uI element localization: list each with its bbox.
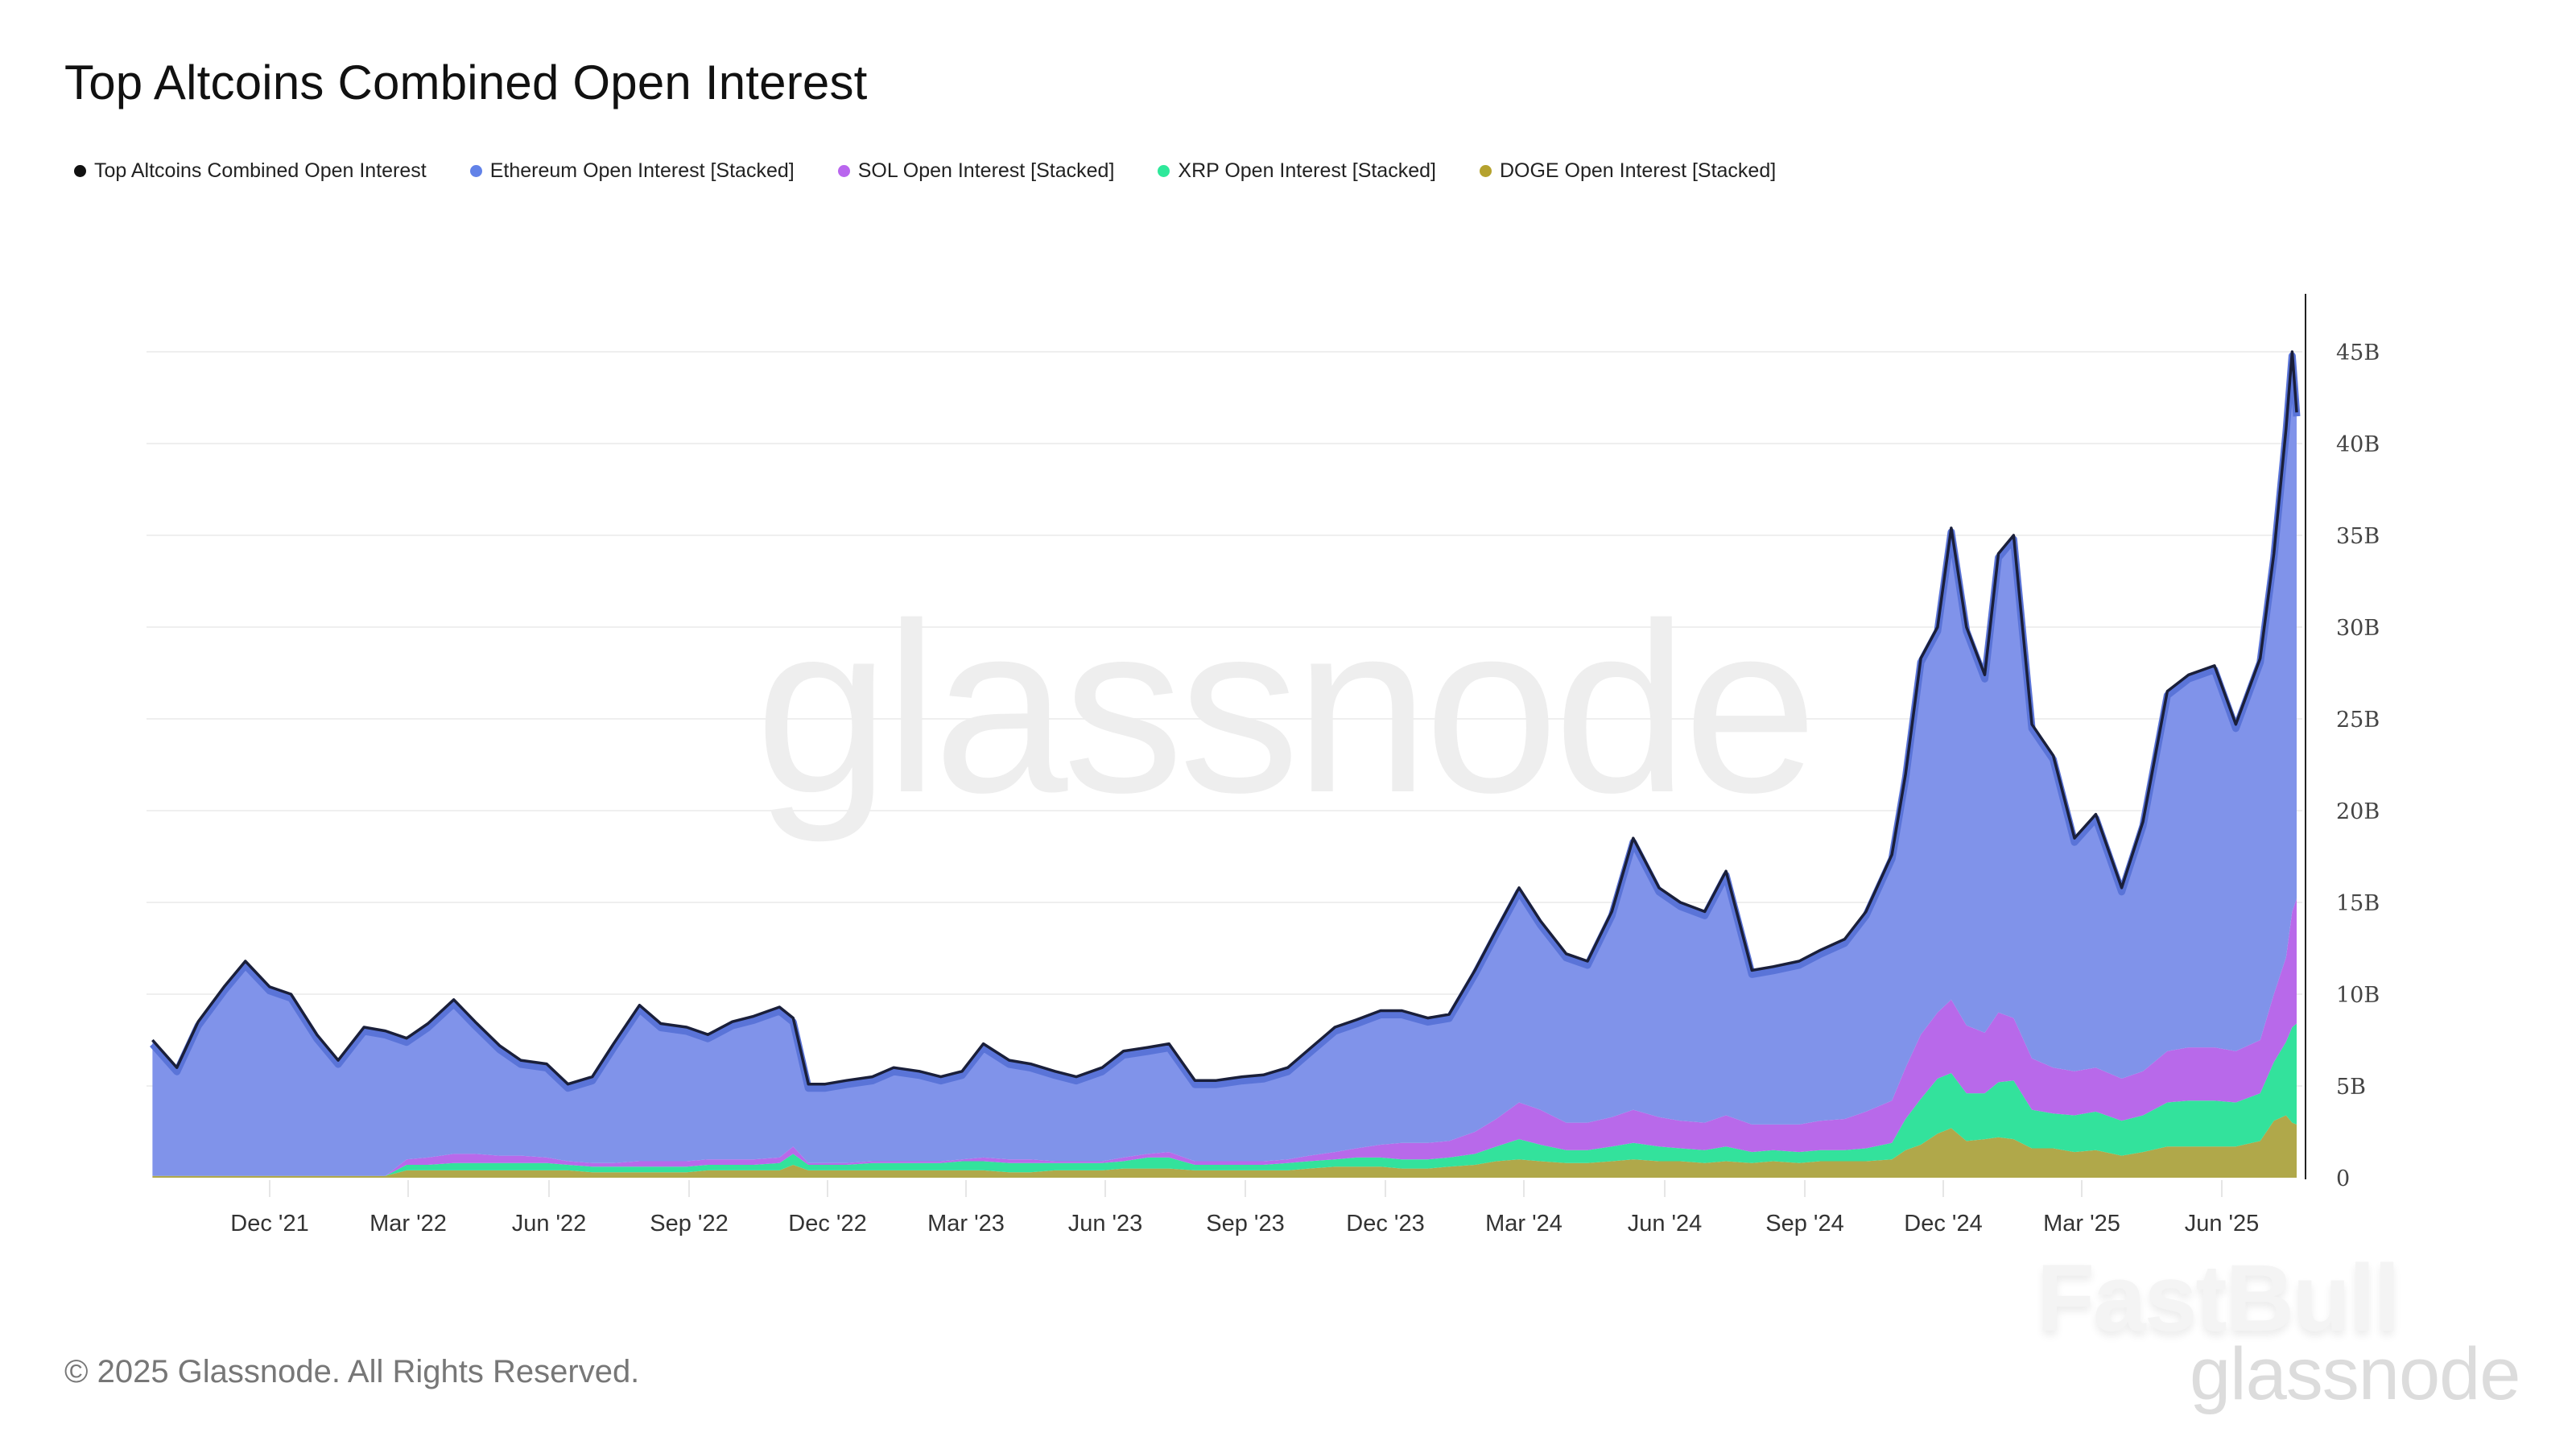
legend-item-sol[interactable]: SOL Open Interest [Stacked]	[837, 159, 1115, 183]
y-tick-label: 30B	[2336, 616, 2380, 641]
y-tick-label: 40B	[2336, 432, 2380, 457]
legend-dot-icon	[837, 165, 850, 177]
x-tick-label: Mar '25	[2043, 1211, 2120, 1236]
legend-item-combined[interactable]: Top Altcoins Combined Open Interest	[74, 159, 427, 183]
legend-dot-icon	[1479, 165, 1492, 177]
y-tick-label: 15B	[2336, 891, 2380, 916]
fastbull-watermark: FastBull	[2037, 1245, 2400, 1352]
y-axis: 0 5B 10B 15B 20B 25B 30B 35B 40B 45B	[2336, 341, 2380, 1191]
legend-dot-icon	[74, 165, 86, 177]
legend-dot-icon	[469, 165, 482, 177]
chart-legend: Top Altcoins Combined Open Interest Ethe…	[74, 159, 1776, 183]
glassnode-logo-watermark: glassnode	[2190, 1333, 2520, 1415]
y-tick-label: 10B	[2336, 983, 2380, 1008]
copyright-text: © 2025 Glassnode. All Rights Reserved.	[64, 1354, 640, 1389]
x-tick-label: Dec '24	[1904, 1211, 1982, 1236]
combined-open-interest-line	[151, 350, 2298, 1086]
legend-label: Ethereum Open Interest [Stacked]	[489, 159, 795, 182]
x-tick-label: Dec '22	[788, 1211, 866, 1236]
x-tick-label: Sep '22	[650, 1211, 728, 1236]
chart-title: Top Altcoins Combined Open Interest	[64, 56, 868, 109]
x-tick-label: Mar '23	[927, 1211, 1005, 1236]
x-tick-label: Jun '25	[2185, 1211, 2260, 1236]
legend-item-xrp[interactable]: XRP Open Interest [Stacked]	[1158, 159, 1436, 183]
x-tick-label: Mar '22	[369, 1211, 447, 1236]
glassnode-watermark: glassnode	[755, 572, 1813, 844]
legend-label: Top Altcoins Combined Open Interest	[94, 159, 427, 182]
legend-item-doge[interactable]: DOGE Open Interest [Stacked]	[1479, 159, 1777, 183]
x-tick-label: Mar '24	[1485, 1211, 1563, 1236]
legend-label: XRP Open Interest [Stacked]	[1178, 159, 1436, 182]
x-tick-label: Jun '22	[512, 1211, 587, 1236]
x-tick-label: Sep '24	[1765, 1211, 1843, 1236]
doge-area	[152, 1115, 2297, 1178]
y-tick-label: 0	[2336, 1166, 2350, 1191]
x-tick-label: Sep '23	[1206, 1211, 1284, 1236]
y-tick-label: 20B	[2336, 799, 2380, 824]
series-areas	[150, 350, 2301, 1178]
x-axis: Dec '21 Mar '22 Jun '22 Sep '22 Dec '22 Mar '…	[230, 1180, 2259, 1236]
y-tick-label: 25B	[2336, 708, 2380, 733]
x-tick-label: Jun '24	[1628, 1211, 1703, 1236]
x-tick-label: Dec '21	[230, 1211, 308, 1236]
legend-label: SOL Open Interest [Stacked]	[857, 159, 1115, 182]
x-tick-label: Jun '23	[1068, 1211, 1143, 1236]
x-tick-label: Dec '23	[1346, 1211, 1424, 1236]
legend-label: DOGE Open Interest [Stacked]	[1499, 159, 1777, 182]
legend-item-ethereum[interactable]: Ethereum Open Interest [Stacked]	[469, 159, 795, 183]
legend-dot-icon	[1158, 165, 1170, 177]
y-tick-label: 35B	[2336, 524, 2380, 549]
y-tick-label: 5B	[2336, 1075, 2366, 1100]
y-tick-label: 45B	[2336, 341, 2380, 365]
